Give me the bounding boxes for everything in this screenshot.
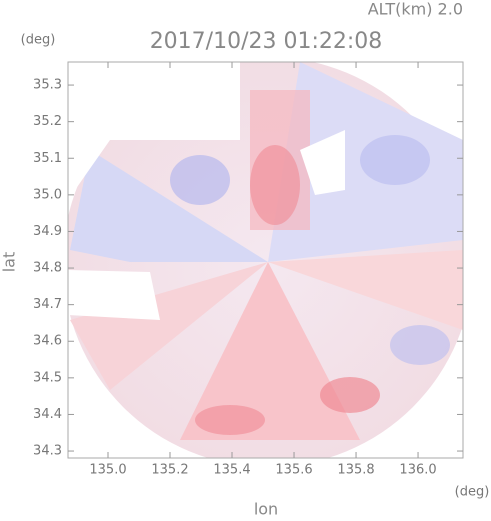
- radar-field: [68, 62, 463, 458]
- plot-frame: [67, 61, 464, 459]
- y-tick-label: 34.7: [33, 297, 62, 312]
- x-unit: (deg): [455, 485, 490, 500]
- y-tick-label: 34.6: [33, 334, 62, 349]
- x-tick-label: 136.0: [399, 463, 436, 478]
- x-tick-label: 135.2: [151, 463, 188, 478]
- y-tick-label: 35.3: [33, 78, 62, 93]
- y-axis-label: lat: [0, 252, 19, 273]
- y-tick-label: 34.3: [33, 444, 62, 459]
- x-tick-label: 135.0: [89, 463, 126, 478]
- y-tick-label: 35.2: [33, 114, 62, 129]
- x-tick-label: 135.8: [337, 463, 374, 478]
- y-unit: (deg): [21, 33, 56, 48]
- subtitle: ALT(km) 2.0: [368, 0, 463, 19]
- y-tick-label: 35.0: [33, 187, 62, 202]
- x-axis-label: lon: [254, 500, 278, 519]
- x-tick-label: 135.6: [275, 463, 312, 478]
- chart-title: 2017/10/23 01:22:08: [150, 29, 383, 54]
- y-tick-label: 34.8: [33, 261, 62, 276]
- y-tick-label: 34.5: [33, 370, 62, 385]
- y-tick-label: 34.9: [33, 224, 62, 239]
- x-tick-label: 135.4: [213, 463, 250, 478]
- y-tick-label: 34.4: [33, 407, 62, 422]
- y-tick-label: 35.1: [33, 151, 62, 166]
